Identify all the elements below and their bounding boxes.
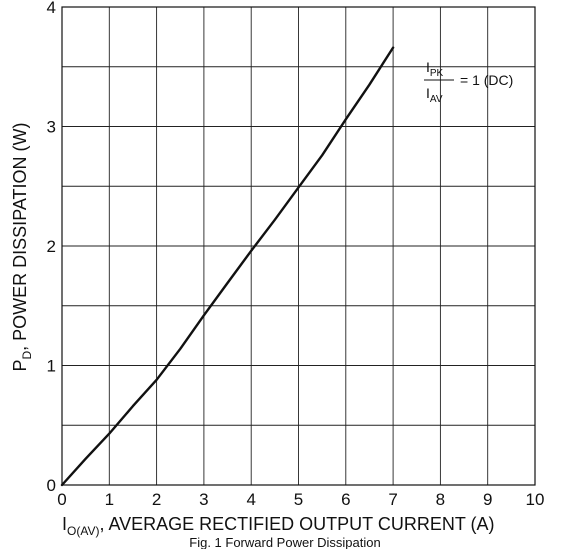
- annotation-numerator: IPK: [426, 59, 444, 79]
- annotation-text: = 1 (DC): [460, 72, 513, 88]
- x-axis-label: IO(AV), AVERAGE RECTIFIED OUTPUT CURRENT…: [62, 514, 495, 538]
- ratio-annotation: IPK IAV = 1 (DC): [424, 59, 513, 105]
- x-tick-label: 2: [152, 490, 161, 509]
- x-tick-label: 9: [483, 490, 492, 509]
- annotation-denominator: IAV: [426, 85, 443, 105]
- x-tick-label: 4: [246, 490, 255, 509]
- y-axis-label: PD, POWER DISSIPATION (W): [10, 122, 34, 371]
- y-tick-label: 3: [47, 118, 56, 137]
- x-tick-label: 1: [105, 490, 114, 509]
- x-tick-label: 7: [388, 490, 397, 509]
- x-tick-label: 5: [294, 490, 303, 509]
- x-tick-label: 8: [436, 490, 445, 509]
- x-tick-label: 0: [57, 490, 66, 509]
- y-tick-labels: 0 1 2 3 4: [47, 0, 56, 495]
- y-tick-label: 0: [47, 476, 56, 495]
- x-tick-label: 6: [341, 490, 350, 509]
- series-line: [60, 46, 395, 487]
- y-tick-label: 4: [47, 0, 56, 17]
- x-tick-label: 3: [199, 490, 208, 509]
- y-tick-label: 1: [47, 357, 56, 376]
- x-tick-label: 10: [526, 490, 545, 509]
- figure-caption: Fig. 1 Forward Power Dissipation: [189, 535, 380, 549]
- y-tick-label: 2: [47, 237, 56, 256]
- x-tick-labels: 0 1 2 3 4 5 6 7 8 9 10: [57, 490, 544, 509]
- plot-frame: [61, 6, 536, 486]
